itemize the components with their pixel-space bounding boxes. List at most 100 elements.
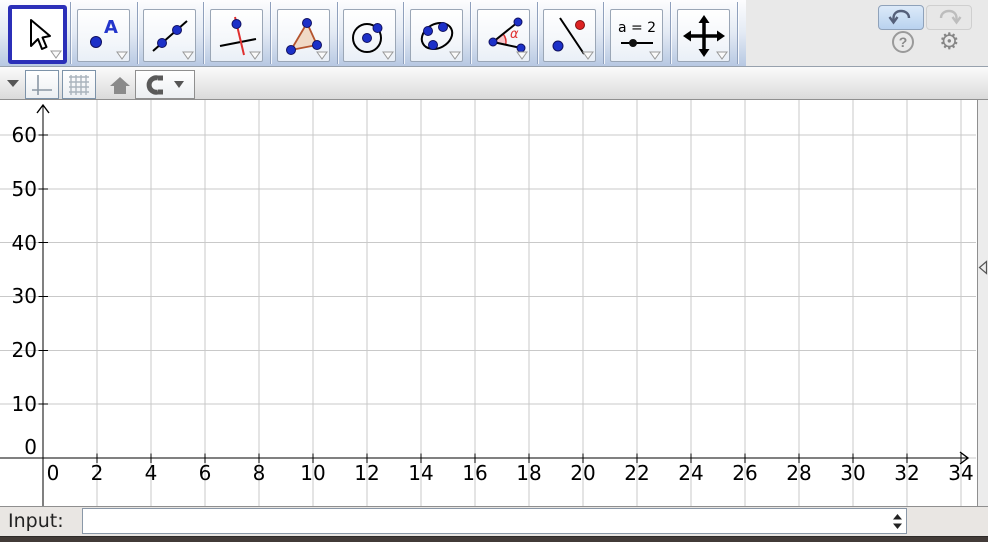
panel-collapse-strip xyxy=(977,100,988,506)
input-bar: Input: ? xyxy=(0,506,988,536)
x-axis-tick-label: 14 xyxy=(408,461,434,485)
line-through-two-points-icon xyxy=(151,19,188,52)
show-axes-button[interactable] xyxy=(25,70,59,99)
toolbar-separator xyxy=(737,2,738,64)
settings-gear-icon[interactable]: ⚙ xyxy=(939,28,960,54)
x-axis-tick-label: 24 xyxy=(678,461,704,485)
input-spinner[interactable] xyxy=(893,514,902,529)
y-axis-tick-label: 40 xyxy=(11,230,37,255)
x-axis-tick-label: 8 xyxy=(252,461,266,485)
x-axis-arrowhead xyxy=(959,451,970,465)
x-axis-tick-label: 0 xyxy=(46,461,60,485)
x-axis-tick-label: 26 xyxy=(732,461,758,485)
x-axis-tick-label: 4 xyxy=(144,461,158,485)
x-axis-tick-label: 34 xyxy=(948,461,974,485)
y-axis-arrowhead xyxy=(36,103,50,114)
tool-dropdown-caret[interactable] xyxy=(316,51,328,60)
move-cursor-icon xyxy=(29,18,51,50)
toolbar-separator xyxy=(137,2,138,64)
tool-point-button[interactable]: A xyxy=(77,9,130,62)
x-axis-tick-label: 12 xyxy=(354,461,380,485)
move-graphics-view-icon xyxy=(682,14,725,57)
toolbar-separator xyxy=(537,2,538,64)
tool-dropdown-caret[interactable] xyxy=(449,51,461,60)
tool-move-graphics-view-button[interactable] xyxy=(677,9,730,62)
collapse-panel-arrow[interactable] xyxy=(978,260,988,275)
stylebar-menu-caret-icon[interactable] xyxy=(6,79,20,88)
tool-dropdown-caret[interactable] xyxy=(649,51,661,60)
input-field[interactable] xyxy=(82,508,907,534)
svg-text:α: α xyxy=(510,27,519,42)
svg-text:a = 2: a = 2 xyxy=(617,20,655,36)
redo-arrow-icon xyxy=(939,9,962,25)
x-axis-tick-label: 28 xyxy=(786,461,812,485)
toolbar-separator xyxy=(403,2,404,64)
x-axis-tick-label: 22 xyxy=(624,461,650,485)
slider-icon: a = 2 xyxy=(617,20,656,47)
y-axis-tick-label: 30 xyxy=(11,284,37,309)
toolbar-separator xyxy=(337,2,338,64)
x-axis-tick-label: 32 xyxy=(894,461,920,485)
input-label: Input: xyxy=(8,510,64,532)
tool-polygon-button[interactable] xyxy=(277,9,330,62)
tool-dropdown-caret[interactable] xyxy=(249,51,261,60)
x-axis-tick-label: 18 xyxy=(516,461,542,485)
reflect-about-line-icon xyxy=(552,16,585,55)
tool-move-button[interactable] xyxy=(8,5,67,64)
graphics-view[interactable]: 0 2 4 6 8 10 12 14 16 18 20 22 24 26 28 30 32 34 60 50 40 30… xyxy=(0,100,976,506)
tool-angle-button[interactable]: α xyxy=(477,9,530,62)
tool-circle-button[interactable] xyxy=(343,9,396,62)
tool-dropdown-caret[interactable] xyxy=(516,51,528,60)
tool-dropdown-caret[interactable] xyxy=(382,51,394,60)
tool-dropdown-caret[interactable] xyxy=(182,51,194,60)
show-grid-button[interactable] xyxy=(62,70,96,99)
window-bottom-edge xyxy=(0,536,988,542)
tool-dropdown-caret[interactable] xyxy=(716,51,728,60)
toolbar-tool-panel: A xyxy=(0,0,746,66)
svg-text:A: A xyxy=(104,17,118,38)
tool-perpendicular-line-button[interactable] xyxy=(210,9,263,62)
toolbar-separator xyxy=(603,2,604,64)
y-axis-tick-label: 60 xyxy=(11,123,37,147)
y-axis-tick-label: 10 xyxy=(11,392,37,417)
tool-dropdown-caret[interactable] xyxy=(50,50,62,59)
help-button[interactable]: ? xyxy=(892,31,914,53)
x-axis-tick-label: 10 xyxy=(300,461,326,485)
tool-reflect-button[interactable] xyxy=(543,9,596,62)
toolbar-separator xyxy=(670,2,671,64)
tool-ellipse-button[interactable] xyxy=(410,9,463,62)
y-axis-tick-label: 0 xyxy=(24,435,37,459)
standard-view-home-button[interactable] xyxy=(106,70,134,99)
toolbar-separator xyxy=(203,2,204,64)
tool-line-button[interactable] xyxy=(143,9,196,62)
tool-dropdown-caret[interactable] xyxy=(582,51,594,60)
y-axis-tick-label: 20 xyxy=(11,338,37,363)
up-down-arrows-icon xyxy=(893,514,902,529)
redo-button[interactable] xyxy=(926,5,972,30)
toolbar-separator xyxy=(470,2,471,64)
x-axis-tick-label: 20 xyxy=(570,461,596,485)
coordinate-axes xyxy=(0,100,976,506)
toolbar-separator xyxy=(70,2,71,64)
ellipse-icon xyxy=(420,21,453,50)
graphics-stylebar xyxy=(0,67,988,100)
new-point-icon: A xyxy=(89,17,118,48)
x-axis-tick-label: 6 xyxy=(198,461,212,485)
undo-arrow-icon xyxy=(888,9,911,25)
axes-icon xyxy=(32,74,52,95)
perpendicular-line-icon xyxy=(219,16,256,55)
tool-dropdown-caret[interactable] xyxy=(116,51,128,60)
polygon-icon xyxy=(285,17,322,55)
magnet-icon xyxy=(146,74,163,95)
tool-slider-button[interactable]: a = 2 xyxy=(610,9,663,62)
help-glyph: ? xyxy=(898,34,908,50)
chevron-down-icon xyxy=(173,81,184,88)
point-capturing-button[interactable] xyxy=(135,70,195,99)
toolbar: A xyxy=(0,0,988,67)
toolbar-separator xyxy=(270,2,271,64)
undo-button[interactable] xyxy=(878,5,924,30)
x-axis-tick-label: 16 xyxy=(462,461,488,485)
home-icon xyxy=(110,76,130,94)
grid-icon xyxy=(69,74,89,95)
